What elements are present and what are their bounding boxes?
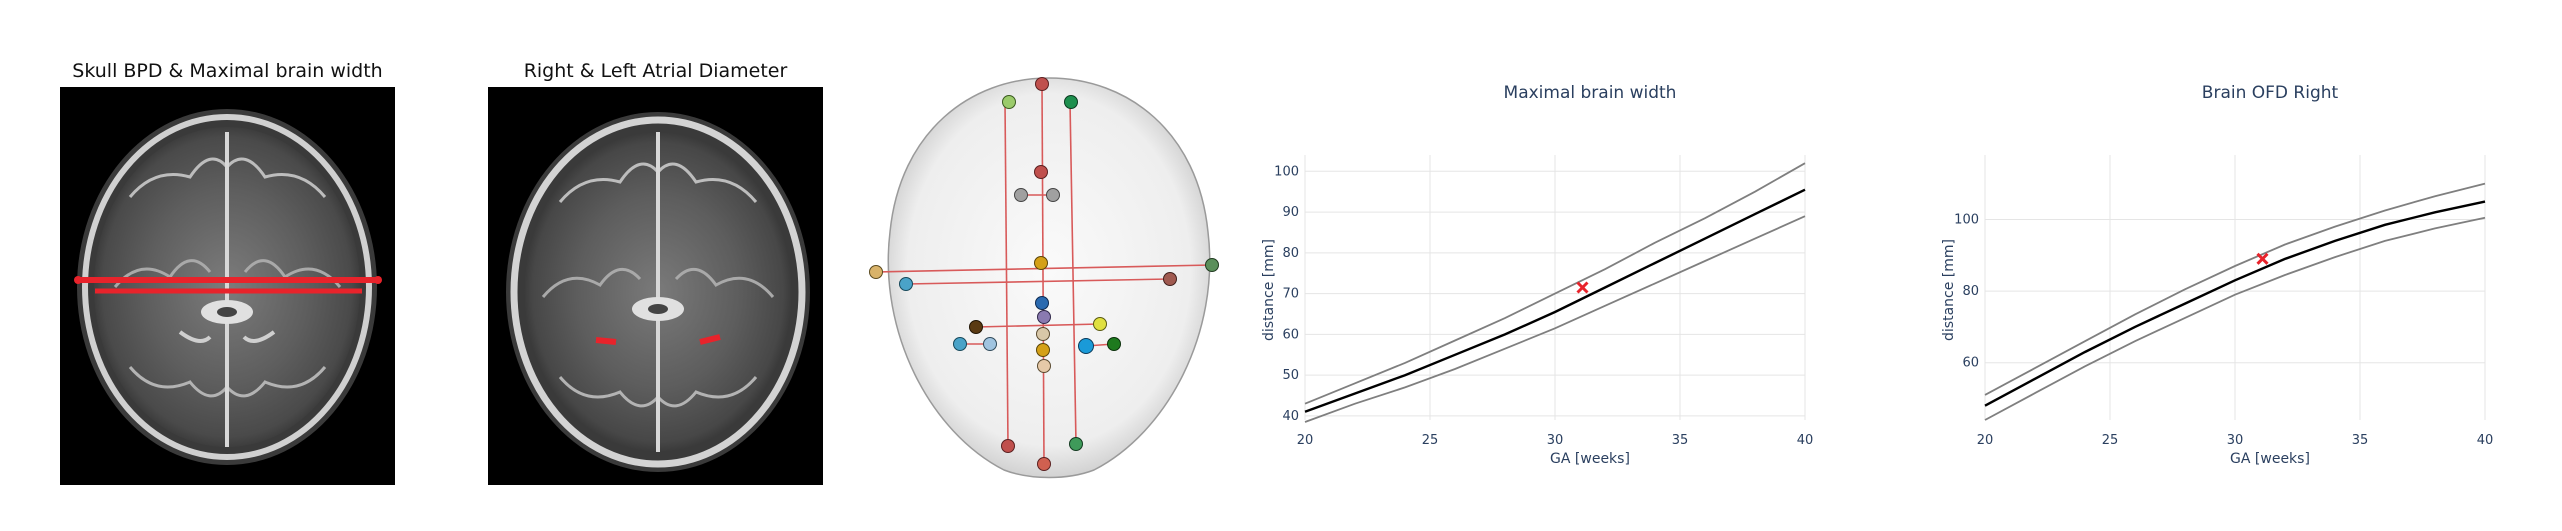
right-atrial-line — [595, 337, 617, 345]
measurement-marker — [1576, 281, 1589, 294]
y-tick-label: 100 — [1274, 164, 1299, 179]
y-tick-label: 90 — [1282, 205, 1299, 220]
x-axis-title: GA [weeks] — [2230, 451, 2310, 467]
x-axis-title: GA [weeks] — [1550, 451, 1630, 467]
y-tick-label: 60 — [1962, 356, 1979, 371]
mri-image-axial-1 — [60, 87, 395, 485]
marker-stroke — [2256, 252, 2269, 265]
x-tick-label: 30 — [1547, 433, 1564, 448]
y-tick-label: 80 — [1282, 246, 1299, 261]
centile-line-lower — [1304, 215, 1806, 423]
chart-brain-ofd-right-svg: Brain OFD Right 20 25 30 35 40 60 80 100 GA [we… — [1941, 83, 2494, 467]
x-tick-label: 25 — [1422, 433, 1439, 448]
mri-image-drawing-1 — [74, 109, 382, 465]
y-tick-label: 80 — [1962, 284, 1979, 299]
x-tick-label: 20 — [1977, 433, 1994, 448]
mri-image-drawing-2 — [506, 112, 810, 472]
centile-line-upper — [1304, 162, 1806, 405]
centile-line-lower — [1984, 216, 2486, 421]
mri-panel-bpd: Skull BPD & Maximal brain width — [50, 55, 405, 495]
x-tick-label: 40 — [2477, 433, 2494, 448]
y-axis-title: distance [mm] — [1941, 239, 1957, 341]
mri-image-axial-2 — [488, 87, 823, 485]
brain-3d-drawing — [869, 77, 1219, 479]
y-tick-label: 100 — [1954, 212, 1979, 227]
y-axis-title: distance [mm] — [1261, 239, 1277, 341]
y-tick-label: 50 — [1282, 368, 1299, 383]
x-tick-label: 25 — [2102, 433, 2119, 448]
brain-3d-landmarks — [868, 72, 1230, 482]
chart-brain-ofd-right: Brain OFD Right 20 25 30 35 40 60 80 100 GA [we… — [1925, 65, 2525, 485]
chart-maximal-brain-width-svg: Maximal brain width 20 25 30 35 40 40 50 60 70 80… — [1261, 83, 1814, 467]
x-tick-label: 35 — [1672, 433, 1689, 448]
mri-panel-atrial-title: Right & Left Atrial Diameter — [523, 60, 788, 82]
centile-line-median — [1304, 188, 1806, 413]
centile-line-median — [1984, 200, 2486, 407]
chart-title: Brain OFD Right — [2202, 83, 2339, 103]
mri-panel-bpd-title: Skull BPD & Maximal brain width — [72, 60, 383, 82]
x-tick-label: 35 — [2352, 433, 2369, 448]
y-tick-label: 60 — [1282, 327, 1299, 342]
chart-maximal-brain-width: Maximal brain width 20 25 30 35 40 40 50 60 70 80… — [1245, 65, 1845, 485]
left-atrial-line — [699, 334, 721, 345]
centile-line-upper — [1984, 182, 2486, 396]
mri-panel-atrial: Right & Left Atrial Diameter — [478, 55, 833, 495]
marker-stroke — [1576, 281, 1589, 294]
y-tick-label: 70 — [1282, 287, 1299, 302]
measurement-marker — [2256, 252, 2269, 265]
x-tick-label: 30 — [2227, 433, 2244, 448]
y-tick-label: 40 — [1282, 409, 1299, 424]
x-tick-label: 40 — [1797, 433, 1814, 448]
x-tick-label: 20 — [1297, 433, 1314, 448]
chart-title: Maximal brain width — [1504, 83, 1677, 103]
